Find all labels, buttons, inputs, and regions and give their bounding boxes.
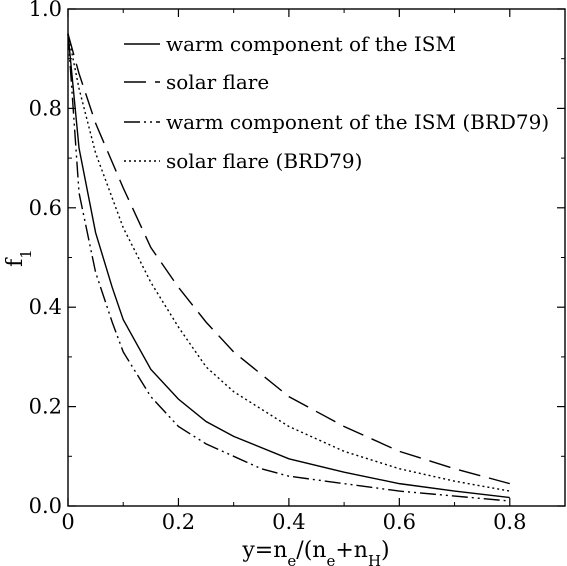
x-axis-title: y=ne/(ne+nH) [241,538,389,566]
y-tick-label: 0.4 [29,295,62,319]
series-line-2 [67,33,510,485]
x-tick-label: 0.4 [272,510,305,534]
series-line-4 [67,33,510,492]
y-tick-label: 0.0 [29,494,62,518]
x-axis-title-sub1: e [287,552,296,566]
series-line-1 [67,33,510,499]
x-axis-title-base: y=n [241,538,287,563]
y-axis-title-sub: 1 [17,249,35,259]
x-tick-label: 0.6 [383,510,416,534]
data-lines [67,33,510,502]
y-tick-label: 1.0 [29,0,62,21]
legend: warm component of the ISM solar flare warm… [124,32,549,173]
x-axis-ticks: 0 0.2 0.4 0.6 0.8 [61,9,566,534]
x-axis-title-sub3: H [368,552,381,566]
plot-frame [67,8,566,507]
y-tick-label: 0.6 [29,196,62,220]
x-axis-title-plus: +n [335,538,368,563]
legend-label-2: solar flare [166,70,269,94]
y-axis-title: f1 [3,249,35,267]
x-tick-label: 0 [61,510,74,534]
legend-label-4: solar flare (BRD79) [166,149,362,173]
x-axis-title-mid: /(n [296,538,326,563]
x-tick-label: 0.2 [162,510,195,534]
legend-label-3: warm component of the ISM (BRD79) [166,110,549,134]
x-tick-label: 0.8 [493,510,526,534]
legend-label-1: warm component of the ISM [166,32,456,56]
y-tick-label: 0.8 [29,96,62,120]
x-axis-title-close: ) [381,538,390,563]
y-tick-label: 0.2 [29,395,62,419]
x-axis-title-sub2: e [326,552,335,566]
series-line-3 [67,33,510,502]
y-axis-ticks: 0.0 0.2 0.4 0.6 0.8 1.0 [29,0,565,518]
y-axis-title-base: f [3,257,28,267]
